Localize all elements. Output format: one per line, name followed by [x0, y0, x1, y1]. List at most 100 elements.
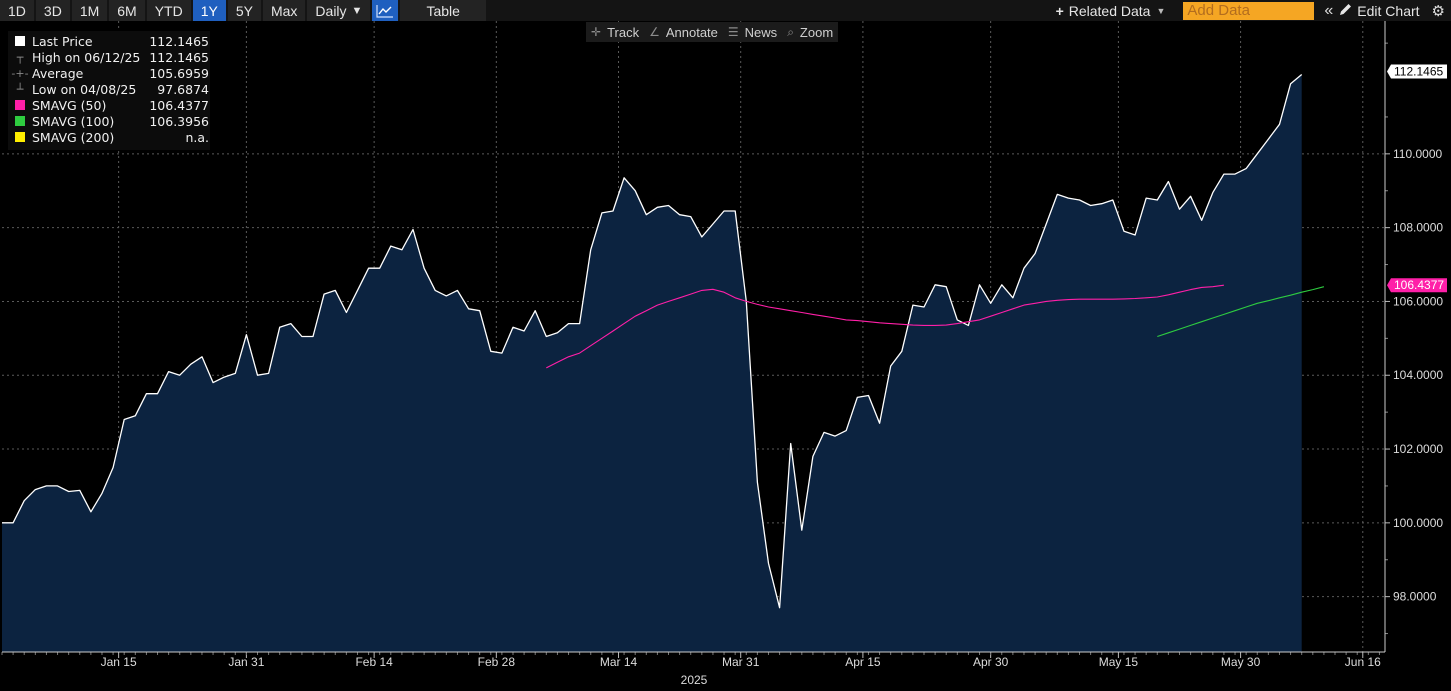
y-tick-label: 100.0000: [1393, 516, 1443, 530]
series-area-0: [2, 74, 1302, 652]
smavg50-tag: 106.4377: [1387, 278, 1447, 293]
average-marker-icon: -+-: [11, 66, 29, 80]
edit-chart-label: Edit Chart: [1357, 2, 1420, 19]
legend-label: Low on 04/08/25: [32, 81, 137, 97]
period-ytd-button[interactable]: YTD: [146, 0, 191, 21]
frequency-label: Daily: [315, 2, 347, 19]
frequency-dropdown[interactable]: Daily ▼: [307, 0, 371, 21]
legend-row-smavg50[interactable]: SMAVG (50) 106.4377: [8, 97, 210, 113]
legend-row-average[interactable]: -+- Average 105.6959: [8, 65, 210, 81]
legend-label: Last Price: [32, 33, 93, 49]
smavg50-tag-label: 106.4377: [1394, 278, 1444, 292]
annotate-label: Annotate: [665, 24, 718, 40]
x-tick-label: Feb 14: [355, 655, 393, 669]
collapse-icon[interactable]: «: [1324, 1, 1333, 19]
last-price-tag: 112.1465: [1387, 64, 1447, 79]
table-view-button[interactable]: Table: [400, 0, 486, 21]
caret-down-icon: ▼: [1156, 5, 1166, 16]
period-6m-button[interactable]: 6M: [109, 0, 145, 21]
legend-value: 112.1465: [149, 33, 209, 49]
x-tick-label: Apr 30: [973, 655, 1009, 669]
chart-tools-bar: ✛ Track ∠ Annotate ☰ News ⌕ Zoom: [586, 22, 839, 42]
annotate-icon: ∠: [649, 25, 660, 39]
legend-row-smavg200[interactable]: SMAVG (200) n.a.: [8, 129, 210, 145]
x-tick-label: May 15: [1099, 655, 1139, 669]
x-tick-label: Mar 31: [722, 655, 760, 669]
zoom-button[interactable]: ⌕ Zoom: [782, 22, 838, 42]
series-line-0: [2, 73, 1303, 609]
price-area-layer: [2, 74, 1302, 652]
edit-chart-button[interactable]: Edit Chart: [1339, 2, 1420, 19]
x-tick-label: Mar 14: [600, 655, 638, 669]
news-button[interactable]: ☰ News: [723, 22, 782, 42]
x-tick-label: Jun 16: [1345, 655, 1381, 669]
pencil-icon: [1339, 3, 1352, 19]
legend-value: 106.3956: [149, 113, 209, 129]
news-label: News: [744, 24, 778, 40]
annotate-button[interactable]: ∠ Annotate: [644, 22, 723, 42]
y-tick-label: 98.0000: [1393, 590, 1437, 604]
legend-row-low[interactable]: ┴ Low on 04/08/25 97.6874: [8, 81, 210, 97]
gear-icon[interactable]: ⚙: [1431, 2, 1445, 20]
legend-row-high[interactable]: ┬ High on 06/12/25 112.1465: [8, 49, 210, 65]
magnifier-icon: ⌕: [787, 24, 794, 39]
legend-swatch-last-price: [8, 33, 32, 49]
y-tick-label: 102.0000: [1393, 442, 1443, 456]
legend-swatch-smavg100: [8, 113, 32, 129]
period-1d-button[interactable]: 1D: [0, 0, 34, 21]
period-1y-button[interactable]: 1Y: [192, 0, 226, 21]
x-tick-label: Feb 28: [478, 655, 516, 669]
legend-label: SMAVG (50): [32, 97, 107, 113]
period-selector: 1D 3D 1M 6M YTD 1Y 5Y Max Daily ▼ Table: [0, 0, 486, 21]
y-tick-label: 104.0000: [1393, 368, 1443, 382]
x-tick-label: May 30: [1221, 655, 1261, 669]
legend-label: High on 06/12/25: [32, 49, 141, 65]
period-max-button[interactable]: Max: [262, 0, 306, 21]
legend-row-last-price[interactable]: Last Price 112.1465: [8, 33, 210, 49]
legend-value: 105.6959: [149, 65, 209, 81]
legend-value: 106.4377: [149, 97, 209, 113]
toolbar-right: + Related Data ▼ « Edit Chart ⚙: [1056, 0, 1451, 21]
legend-swatch-smavg200: [8, 129, 32, 145]
legend-row-smavg100[interactable]: SMAVG (100) 106.3956: [8, 113, 210, 129]
legend-label: SMAVG (200): [32, 129, 115, 145]
axis-labels: 98.0000 100.0000 102.0000 104.0000 106.0000 1…: [101, 147, 1444, 669]
zoom-label: Zoom: [799, 24, 834, 40]
y-tick-label: 108.0000: [1393, 221, 1443, 235]
crosshair-icon: ✛: [591, 25, 602, 39]
legend-swatch-smavg50: [8, 97, 32, 113]
last-price-tag-label: 112.1465: [1394, 65, 1443, 79]
chart-legend: Last Price 112.1465 ┬ High on 06/12/25 1…: [8, 31, 210, 150]
legend-value: n.a.: [185, 129, 209, 145]
period-5y-button[interactable]: 5Y: [227, 0, 261, 21]
legend-label: SMAVG (100): [32, 113, 115, 129]
y-tick-label: 106.0000: [1393, 294, 1443, 308]
series-line-2: [1157, 286, 1325, 338]
x-axis-title: 2025: [681, 673, 708, 687]
legend-value: 112.1465: [149, 49, 209, 65]
news-icon: ☰: [727, 25, 739, 39]
plus-icon: +: [1055, 2, 1064, 19]
track-label: Track: [607, 24, 640, 40]
high-marker-icon: ┬: [16, 50, 24, 64]
related-data-label: Related Data: [1068, 2, 1151, 19]
chart-toolbar: 1D 3D 1M 6M YTD 1Y 5Y Max Daily ▼ Table …: [0, 0, 1451, 21]
add-data-input[interactable]: [1183, 1, 1315, 20]
x-tick-label: Jan 15: [101, 655, 137, 669]
axes: [1, 21, 1390, 658]
frequency-caret-icon: ▼: [351, 4, 363, 17]
low-marker-icon: ┴: [16, 82, 24, 96]
line-chart-icon[interactable]: [372, 0, 399, 21]
series-lines: [2, 73, 1325, 609]
legend-label: Average: [32, 65, 84, 81]
track-button[interactable]: ✛ Track: [586, 22, 644, 42]
y-tick-label: 110.0000: [1393, 147, 1442, 161]
period-3d-button[interactable]: 3D: [35, 0, 70, 21]
series-line-1: [546, 284, 1224, 369]
x-tick-label: Apr 15: [845, 655, 881, 669]
x-tick-label: Jan 31: [228, 655, 264, 669]
legend-value: 97.6874: [157, 81, 209, 97]
related-data-button[interactable]: + Related Data ▼: [1056, 3, 1166, 19]
period-1m-button[interactable]: 1M: [71, 0, 108, 21]
